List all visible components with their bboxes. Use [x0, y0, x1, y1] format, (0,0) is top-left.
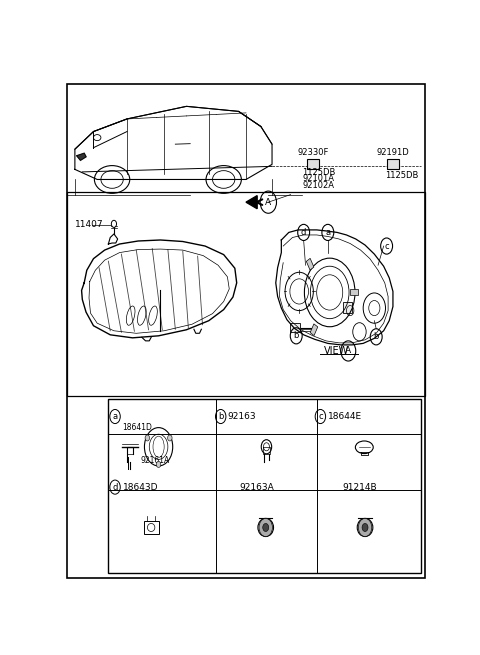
- Text: 92161A: 92161A: [140, 457, 169, 466]
- Text: 92163A: 92163A: [240, 483, 275, 492]
- Bar: [343, 301, 352, 313]
- Bar: [144, 521, 158, 534]
- Text: b: b: [373, 332, 379, 341]
- Text: d: d: [301, 228, 306, 237]
- Circle shape: [359, 518, 372, 536]
- Text: 1125DB: 1125DB: [385, 171, 418, 180]
- Bar: [307, 159, 319, 170]
- Bar: [67, 192, 424, 396]
- Polygon shape: [246, 196, 257, 209]
- Circle shape: [168, 435, 172, 441]
- Text: 91214B: 91214B: [342, 483, 377, 492]
- Text: 18644E: 18644E: [328, 412, 362, 421]
- Circle shape: [156, 461, 161, 468]
- Text: A: A: [265, 198, 271, 207]
- Text: 92101A: 92101A: [302, 174, 335, 183]
- Bar: [306, 258, 314, 270]
- Text: c: c: [318, 412, 323, 421]
- Circle shape: [362, 523, 368, 531]
- Bar: [310, 324, 318, 335]
- Bar: [108, 399, 421, 573]
- Circle shape: [111, 220, 117, 227]
- Text: c: c: [384, 242, 389, 251]
- Text: VIEW: VIEW: [324, 346, 349, 356]
- Text: a: a: [112, 412, 118, 421]
- Polygon shape: [77, 153, 86, 160]
- Circle shape: [259, 518, 273, 536]
- Circle shape: [263, 523, 269, 531]
- Text: 92330F: 92330F: [297, 148, 329, 157]
- Text: 92191D: 92191D: [377, 148, 409, 157]
- Text: b: b: [218, 412, 223, 421]
- Text: b: b: [294, 331, 299, 341]
- Text: 11407: 11407: [75, 220, 104, 229]
- Text: 1125DB: 1125DB: [302, 168, 336, 177]
- Bar: [387, 159, 398, 170]
- Text: 18641D: 18641D: [122, 423, 152, 432]
- Text: A: A: [345, 346, 351, 356]
- Bar: [290, 323, 300, 332]
- Text: a: a: [325, 228, 330, 237]
- Text: 92102A: 92102A: [302, 181, 335, 190]
- Bar: [350, 290, 358, 295]
- Circle shape: [145, 435, 150, 441]
- Text: 18643D: 18643D: [122, 483, 158, 492]
- Text: d: d: [112, 483, 118, 492]
- Text: 92163: 92163: [228, 412, 256, 421]
